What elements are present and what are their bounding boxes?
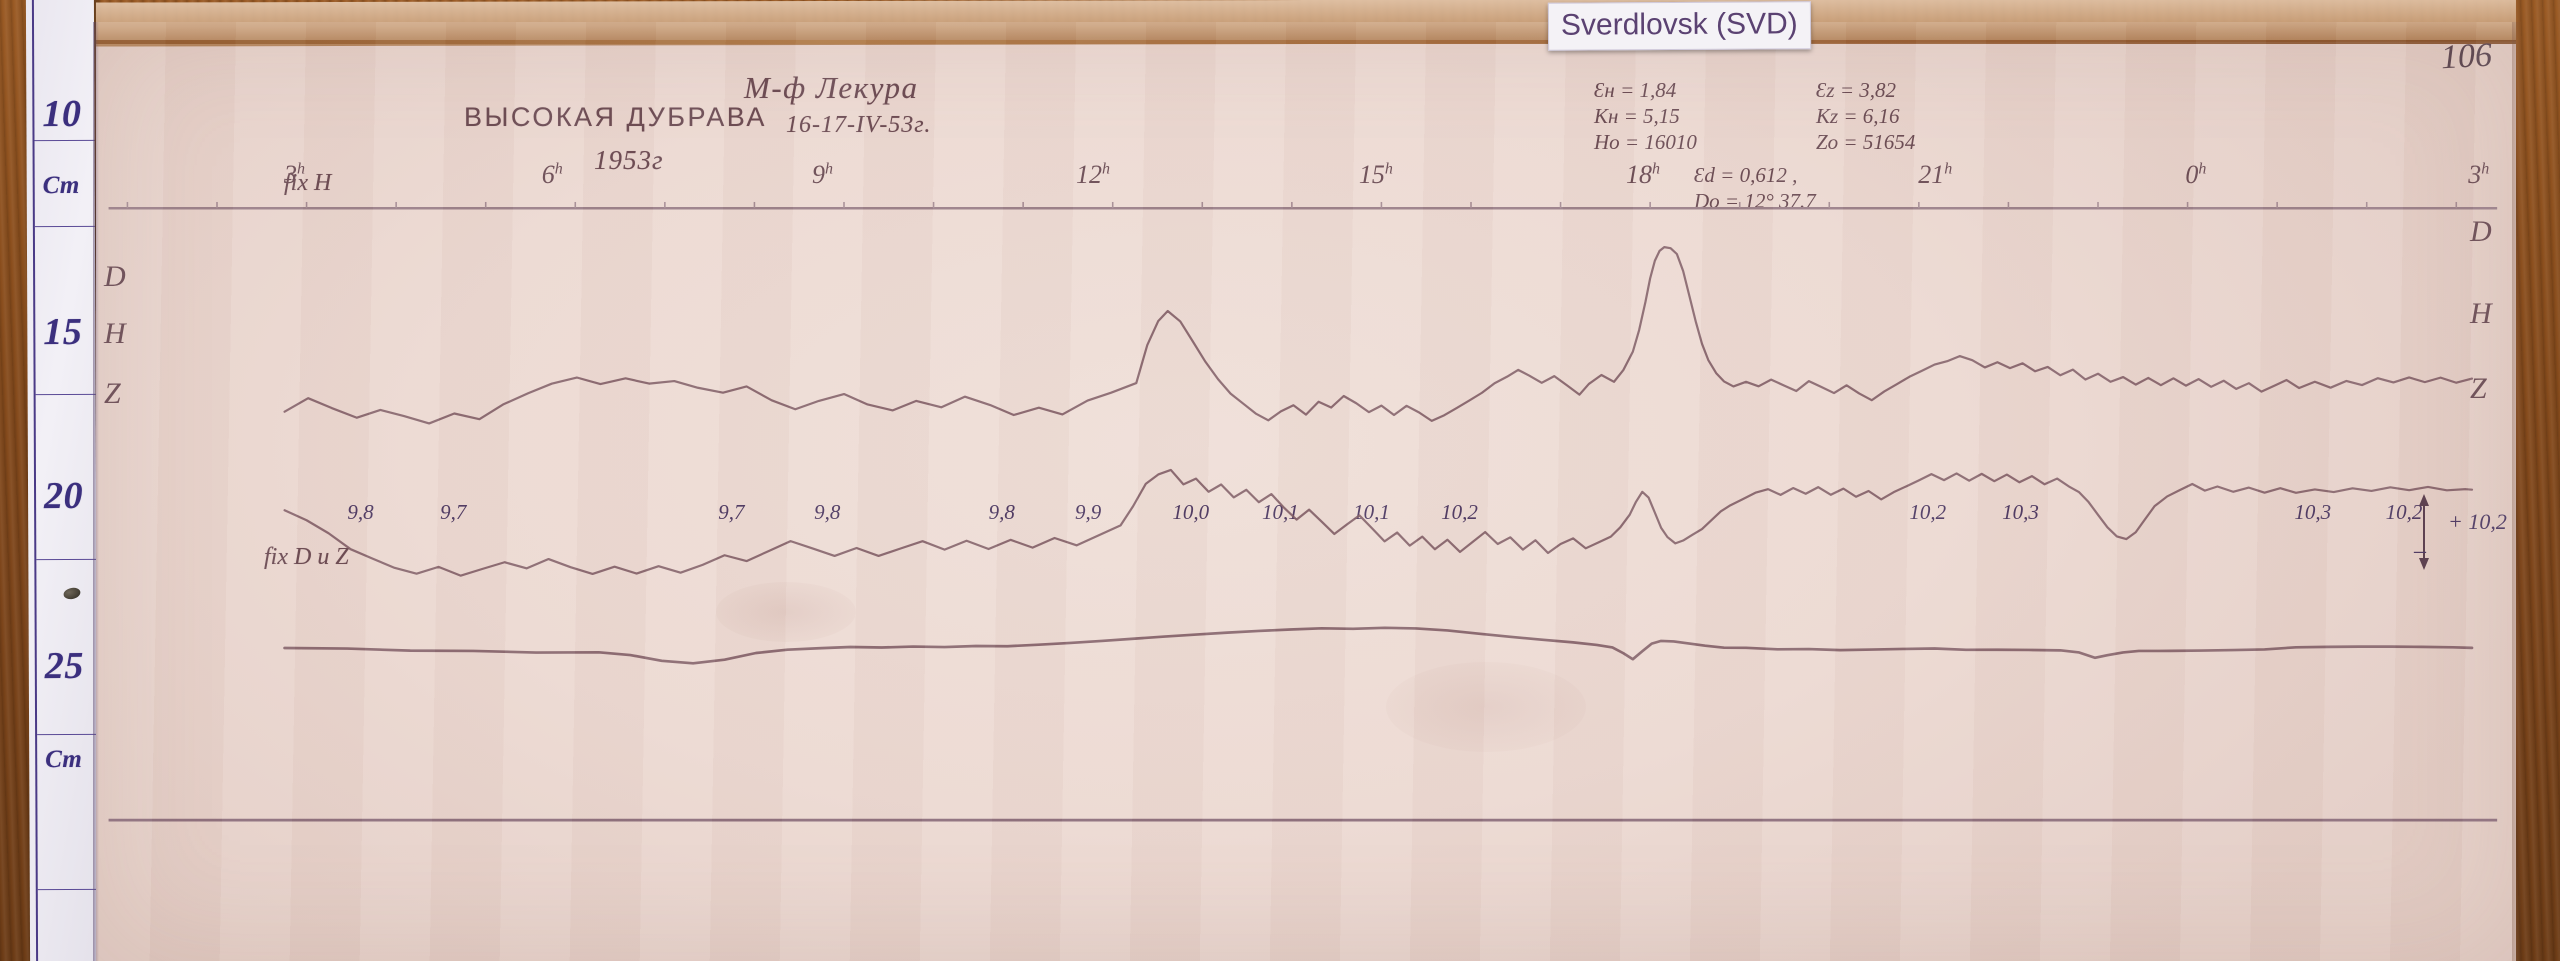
- ruler-label-20: 20: [43, 474, 84, 518]
- magnetogram-sheet: 106 ВЫСОКАЯ ДУБРАВА 1953г М-ф Лекура 16-…: [93, 0, 2522, 961]
- ruler-tick: [36, 558, 97, 561]
- magnetogram-traces: [108, 201, 2498, 822]
- time-tick-hour: 18: [1626, 160, 1652, 189]
- station-name: ВЫСОКАЯ ДУБРАВА: [464, 102, 767, 132]
- baseline-value-label: 10,2: [1909, 500, 1947, 524]
- paper-blemish: [1386, 662, 1586, 752]
- baseline-value-label: 10,0: [1172, 500, 1210, 524]
- polarity-arrow-icon: [2419, 494, 2429, 570]
- time-tick-superscript: h: [554, 160, 563, 178]
- constants-h-base: Hо = 16010: [1594, 130, 1697, 154]
- ruler-tick: [35, 393, 96, 396]
- sheet-right-edge: [2512, 22, 2522, 961]
- baseline-value-label: 9,7: [440, 500, 467, 524]
- baseline-value-label: 9,8: [347, 500, 374, 524]
- time-tick-hour: 15: [1358, 160, 1385, 189]
- trace-label-right-d: D: [2470, 215, 2492, 248]
- time-tick-superscript: h: [1652, 160, 1660, 178]
- time-tick-hour: 21: [1918, 160, 1945, 189]
- hour-tick-marks: [126, 201, 2458, 209]
- trace-plot-area: [96, 22, 2516, 961]
- time-tick-superscript: h: [2198, 160, 2207, 178]
- fix-dz-note: fix D и Z: [264, 544, 349, 570]
- trace-d: [283, 246, 2474, 425]
- ruler-label-15: 15: [43, 310, 83, 354]
- constants-z-epsilon: Ԑz = 3,82: [1816, 78, 1896, 102]
- instrument-name: М-ф Лекура: [744, 70, 919, 105]
- ruler-unit-top: Cm: [42, 171, 80, 200]
- ruler-tick: [34, 225, 95, 228]
- trace-label-left-z: Z: [104, 377, 121, 410]
- time-tick-label: 6h: [542, 160, 563, 190]
- time-tick-label: 0h: [2185, 160, 2206, 190]
- constants-h-epsilon: Ԑн = 1,84: [1594, 78, 1677, 102]
- time-tick-label: 3h: [2468, 160, 2489, 190]
- time-tick-superscript: h: [825, 160, 833, 178]
- baseline-value-label: 9,9: [1075, 500, 1102, 524]
- time-tick-label: 12h: [1076, 160, 1110, 190]
- trace-label-right-h: H: [2470, 297, 2492, 330]
- polarity-indicator: [2406, 492, 2496, 577]
- trace-label-right-z: Z: [2470, 372, 2487, 405]
- baseline-value-label: 9,8: [988, 500, 1015, 524]
- fix-h-note: fix H: [284, 170, 332, 196]
- baseline-value-label: 10,2: [2385, 500, 2423, 524]
- ruler-inner: 10 Cm 15 20 25 Cm: [31, 0, 99, 961]
- time-tick-hour: 6: [541, 160, 555, 189]
- ruler-label-10: 10: [42, 92, 82, 136]
- constants-z-k: Кz = 6,16: [1816, 104, 1900, 128]
- baseline-value-label: 10,3: [2002, 500, 2039, 524]
- time-tick-label: 21h: [1918, 160, 1952, 190]
- time-tick-label: 3h: [284, 160, 305, 190]
- baseline-value-label: 10,3: [2294, 500, 2332, 524]
- time-tick-superscript: h: [1384, 160, 1393, 178]
- baseline-value-label: 9,7: [718, 500, 745, 524]
- time-tick-hour: 12: [1076, 160, 1102, 189]
- time-tick-label: 15h: [1359, 160, 1393, 190]
- constants-z-base: Zо = 51654: [1816, 130, 1916, 154]
- constants-h-k: Кн = 5,15: [1594, 104, 1680, 128]
- ruler-label-25: 25: [44, 644, 84, 688]
- baseline-value-label: 10,2: [1441, 500, 1478, 524]
- baseline-value-label: 9,8: [814, 500, 841, 524]
- ruler-tick: [34, 139, 95, 142]
- polarity-plus-label: + 10,2: [2448, 509, 2507, 534]
- time-tick-superscript: h: [1102, 160, 1110, 178]
- time-tick-superscript: h: [1944, 160, 1953, 178]
- sheet-left-edge: [93, 22, 99, 961]
- ruler-unit-bottom: Cm: [45, 745, 83, 774]
- trace-label-left-d: D: [104, 260, 126, 293]
- time-tick-hour: 3: [2468, 160, 2482, 189]
- time-tick-label: 9h: [812, 160, 833, 190]
- trace-h: [283, 468, 2474, 577]
- station-caption-label: Sverdlovsk (SVD): [1547, 1, 1811, 51]
- trace-z: [283, 626, 2474, 665]
- time-tick-label: 18h: [1626, 160, 1660, 190]
- time-tick-hour: 9: [812, 160, 825, 189]
- scale-ruler: 10 Cm 15 20 25 Cm: [25, 0, 99, 961]
- baseline-value-label: 10,1: [1353, 500, 1390, 524]
- ruler-tick: [37, 733, 98, 736]
- trace-label-left-h: H: [104, 317, 126, 350]
- time-tick-hour: 0: [2185, 160, 2199, 189]
- ruler-tick: [37, 888, 98, 891]
- polarity-minus-label: –: [2414, 538, 2426, 564]
- ruler-reference-dot: [62, 586, 82, 601]
- paper-blemish: [716, 582, 856, 642]
- trace-series-group: [283, 246, 2474, 665]
- observation-date-range: 16-17-IV-53г.: [786, 112, 932, 138]
- constants-d-epsilon: Ԑd = 0,612 ,: [1694, 163, 1798, 187]
- time-tick-hour: 3: [284, 160, 297, 189]
- time-tick-superscript: h: [2481, 160, 2490, 178]
- sheet-top-edge: [96, 40, 2516, 44]
- time-tick-superscript: h: [297, 160, 305, 178]
- station-year: 1953г: [594, 145, 664, 175]
